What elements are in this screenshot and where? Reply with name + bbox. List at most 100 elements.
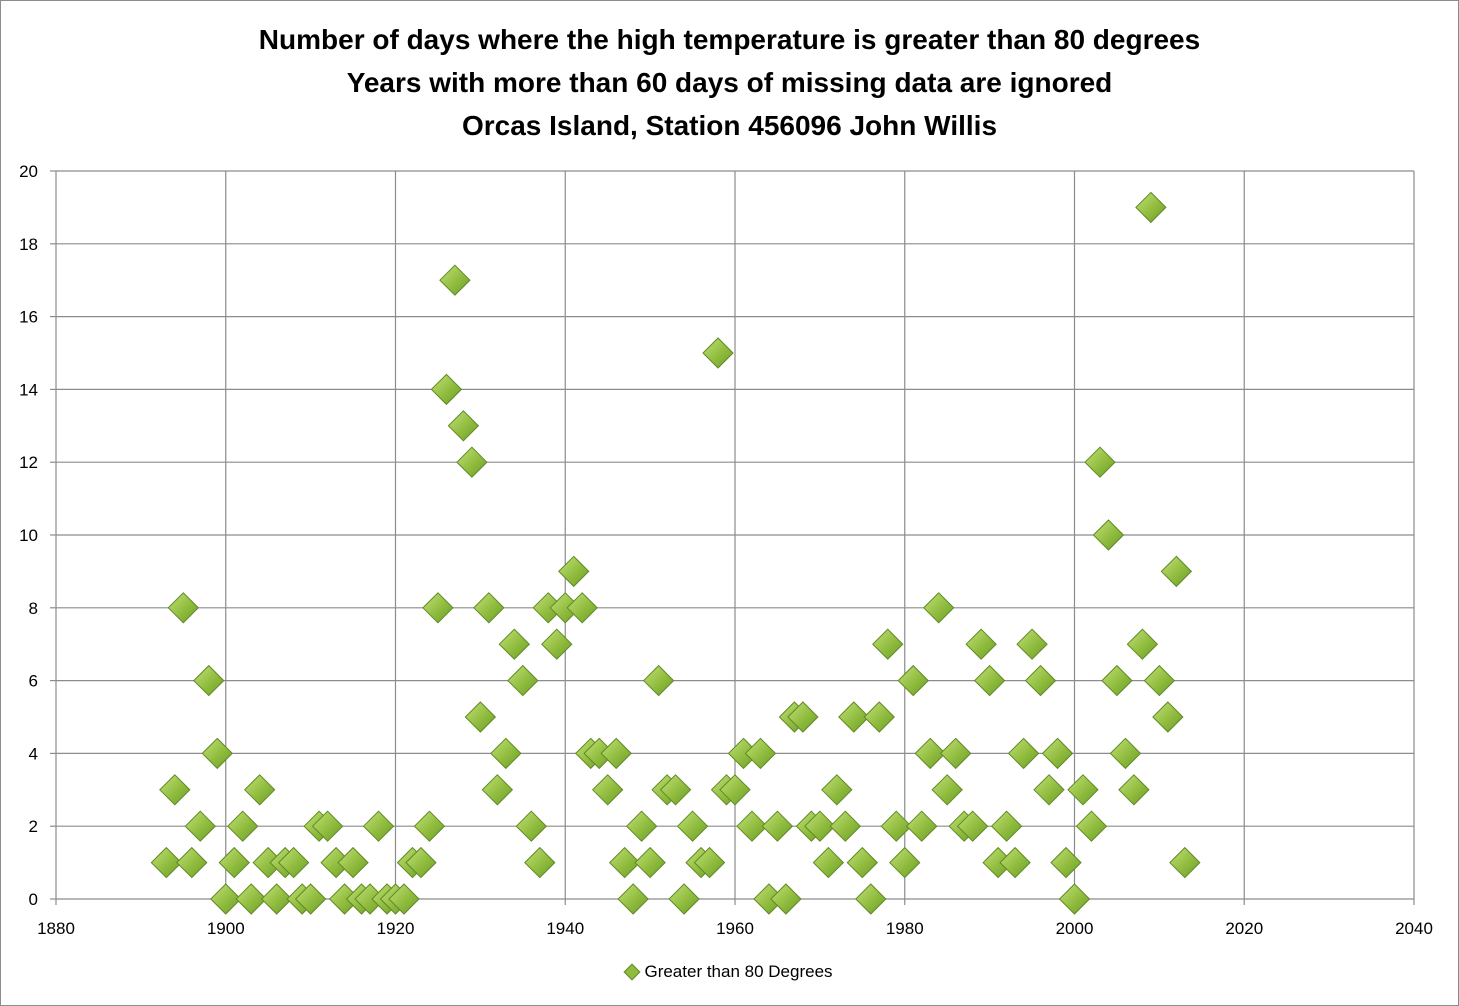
data-point bbox=[150, 846, 183, 879]
x-tick-label: 1880 bbox=[37, 919, 75, 938]
data-point bbox=[277, 846, 310, 879]
data-point bbox=[821, 774, 853, 806]
x-tick-label: 2020 bbox=[1225, 919, 1263, 938]
data-point bbox=[1109, 737, 1142, 770]
data-point bbox=[1118, 774, 1150, 806]
data-point bbox=[880, 810, 912, 842]
data-point bbox=[999, 846, 1031, 879]
x-tick-label: 2000 bbox=[1056, 919, 1094, 938]
data-point bbox=[515, 810, 548, 842]
data-point bbox=[1101, 664, 1133, 697]
data-point bbox=[956, 810, 989, 842]
diamond-marker-icon bbox=[623, 963, 641, 981]
data-point bbox=[973, 664, 1006, 697]
x-tick-label: 1960 bbox=[716, 919, 754, 938]
data-point bbox=[439, 264, 471, 296]
data-point bbox=[1152, 701, 1184, 733]
data-point bbox=[481, 774, 514, 806]
data-point bbox=[541, 628, 573, 660]
data-point bbox=[1143, 664, 1176, 697]
data-point bbox=[608, 846, 641, 879]
data-point bbox=[413, 810, 446, 842]
data-point bbox=[889, 846, 921, 879]
data-point bbox=[855, 883, 887, 915]
data-point bbox=[235, 883, 267, 915]
data-point bbox=[634, 846, 666, 879]
data-point bbox=[456, 446, 488, 478]
y-tick-label: 14 bbox=[19, 380, 38, 399]
data-point bbox=[498, 628, 531, 660]
chart-subtitle: Years with more than 60 days of missing … bbox=[346, 67, 1113, 98]
data-point bbox=[422, 592, 454, 624]
y-tick-label: 18 bbox=[19, 235, 38, 254]
data-point bbox=[906, 810, 938, 842]
data-points bbox=[150, 191, 1201, 915]
data-point bbox=[744, 737, 777, 770]
data-point bbox=[473, 592, 505, 624]
y-tick-label: 0 bbox=[29, 890, 38, 909]
data-point bbox=[1050, 846, 1082, 879]
data-point bbox=[897, 664, 929, 697]
y-tick-label: 8 bbox=[29, 599, 38, 618]
data-point bbox=[625, 810, 658, 842]
data-point bbox=[227, 810, 259, 842]
x-tick-label: 1940 bbox=[546, 919, 584, 938]
data-point bbox=[829, 810, 862, 842]
data-point bbox=[1075, 810, 1108, 842]
data-point bbox=[1160, 555, 1193, 588]
data-point bbox=[243, 774, 276, 806]
data-point bbox=[965, 628, 997, 660]
data-point bbox=[294, 883, 327, 915]
data-point bbox=[770, 883, 802, 915]
data-point bbox=[260, 883, 293, 915]
data-point bbox=[566, 592, 598, 624]
data-point bbox=[693, 846, 726, 879]
data-point bbox=[362, 810, 395, 842]
data-point bbox=[1092, 519, 1125, 551]
data-point bbox=[931, 774, 963, 806]
data-point bbox=[702, 337, 734, 369]
data-point bbox=[659, 774, 692, 806]
legend-label: Greater than 80 Degrees bbox=[644, 962, 833, 981]
data-point bbox=[736, 810, 768, 842]
data-point bbox=[167, 592, 200, 624]
data-point bbox=[218, 846, 250, 879]
data-point bbox=[490, 737, 522, 770]
data-point bbox=[804, 810, 836, 842]
data-point bbox=[405, 846, 437, 879]
data-point bbox=[447, 410, 480, 442]
legend: Greater than 80 Degrees bbox=[0, 962, 1459, 983]
y-tick-label: 16 bbox=[19, 308, 38, 327]
data-point bbox=[311, 810, 344, 842]
data-point bbox=[507, 664, 539, 697]
data-point bbox=[642, 664, 675, 697]
data-point bbox=[591, 774, 624, 806]
data-point bbox=[1007, 737, 1040, 770]
y-tick-label: 6 bbox=[29, 672, 38, 691]
data-point bbox=[430, 373, 463, 406]
chart-subtitle-station: Orcas Island, Station 456096 John Willis bbox=[461, 110, 998, 141]
data-point bbox=[838, 701, 870, 733]
data-point bbox=[617, 883, 649, 915]
data-point bbox=[1135, 191, 1167, 224]
data-point bbox=[761, 810, 794, 842]
data-point bbox=[939, 737, 972, 770]
data-point bbox=[388, 883, 420, 915]
y-tick-label: 20 bbox=[19, 162, 38, 181]
chart-titles: Number of days where the high temperatur… bbox=[0, 18, 1459, 147]
data-point bbox=[1126, 628, 1159, 660]
data-point bbox=[176, 846, 208, 879]
data-point bbox=[1084, 446, 1116, 478]
data-point bbox=[1058, 883, 1091, 915]
data-point bbox=[210, 883, 242, 915]
data-point bbox=[193, 664, 225, 697]
data-point bbox=[787, 701, 819, 733]
data-point bbox=[558, 555, 590, 588]
data-point bbox=[914, 737, 946, 770]
chart-title: Number of days where the high temperatur… bbox=[258, 24, 1201, 55]
data-point bbox=[922, 592, 955, 624]
data-point bbox=[184, 810, 216, 842]
data-point bbox=[159, 774, 191, 806]
x-tick-label: 1920 bbox=[377, 919, 415, 938]
